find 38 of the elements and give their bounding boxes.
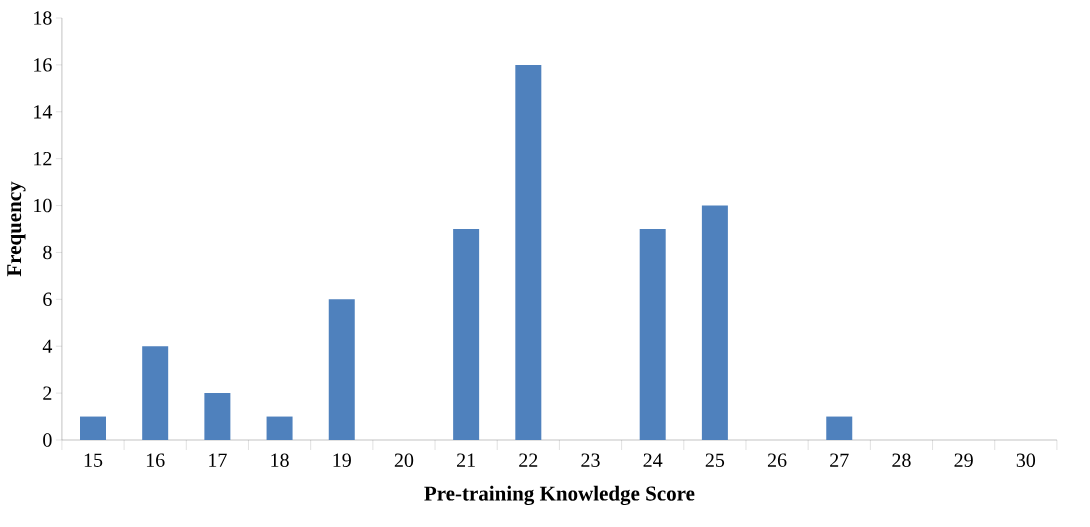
bar [515, 64, 542, 440]
x-tick-label: 19 [333, 453, 351, 467]
x-tick-label: 18 [271, 453, 289, 468]
y-tick-label: 8 [43, 245, 52, 260]
x-tick-label: 24 [643, 453, 663, 467]
x-tick-label: 25 [705, 453, 725, 467]
bar [266, 416, 293, 440]
x-tick-label: 16 [146, 453, 165, 467]
y-tick-label: 16 [34, 58, 52, 72]
y-tick-label: 4 [42, 339, 53, 353]
y-tick-label: 6 [43, 292, 52, 307]
y-axis-title: Frequency [7, 181, 26, 277]
bar [826, 416, 853, 440]
bar [328, 299, 355, 440]
y-tick-label: 0 [43, 433, 52, 447]
x-tick-label: 20 [394, 453, 414, 468]
bar [453, 229, 480, 440]
x-tick-label: 28 [892, 453, 911, 468]
x-tick-label: 17 [209, 453, 227, 467]
y-tick-label: 2 [43, 386, 52, 400]
x-tick-label: 26 [767, 453, 787, 467]
y-tick-label: 10 [34, 198, 52, 213]
x-tick-label: 23 [581, 453, 600, 467]
y-tick-label: 14 [34, 105, 53, 119]
bar [701, 205, 728, 440]
x-tick-label: 29 [954, 453, 973, 467]
bar [639, 229, 666, 440]
x-tick-label: 21 [457, 453, 475, 467]
bar [80, 416, 106, 440]
x-tick-label: 27 [830, 453, 849, 467]
x-axis-title: Pre-training Knowledge Score [424, 485, 695, 506]
x-tick-label: 30 [1016, 453, 1036, 468]
y-tick-label: 18 [34, 11, 52, 25]
x-tick-label: 22 [519, 453, 538, 467]
y-tick-label: 12 [34, 152, 52, 166]
x-tick-label: 15 [84, 453, 103, 467]
bar [204, 393, 231, 440]
bar [142, 346, 169, 440]
